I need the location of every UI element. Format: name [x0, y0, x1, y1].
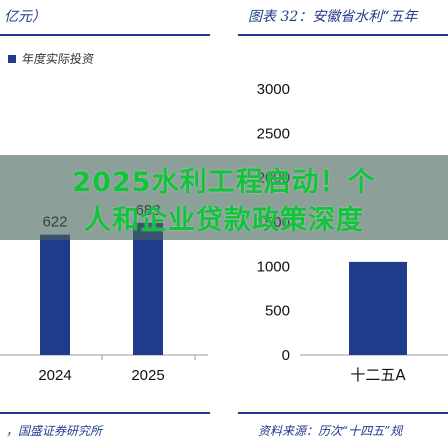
right-top-rule [238, 34, 448, 36]
right-bottom-rule [238, 412, 448, 414]
right-y-tick-label-500: 500 [265, 303, 290, 320]
left-bar-2025 [133, 222, 163, 355]
right-y-tick-label-0: 0 [282, 347, 290, 364]
right-category-label: 十二五A [350, 366, 406, 384]
left-top-rule [0, 34, 210, 36]
legend-swatch [8, 54, 16, 63]
left-chart-caption: 亿元） [4, 9, 46, 25]
right-y-tick-label-3000: 3000 [257, 81, 290, 98]
right-bar-十二五A [349, 261, 407, 355]
right-y-tick-label-1000: 1000 [257, 258, 290, 275]
left-category-label-2025: 2025 [131, 367, 164, 384]
overlay-headline-line1: 2025水利工程启动！个 [72, 167, 376, 198]
overlay-headline-line2: 人和企业贷款政策深度 [84, 205, 364, 236]
right-source-note: 资料来源：历次“十四五”规 [258, 424, 403, 438]
overlay-banner [0, 155, 448, 240]
left-category-label-2024: 2024 [38, 367, 71, 384]
left-bar-2024 [40, 234, 70, 355]
left-chart-legend: 年度实际投资 [8, 50, 95, 67]
left-bottom-rule [0, 412, 210, 414]
left-source-note: ，国盛证券研究所 [6, 424, 103, 438]
right-chart-caption: 图表 32：安徽省水利“五年 [248, 9, 418, 25]
right-y-tick-label-2500: 2500 [257, 125, 290, 142]
